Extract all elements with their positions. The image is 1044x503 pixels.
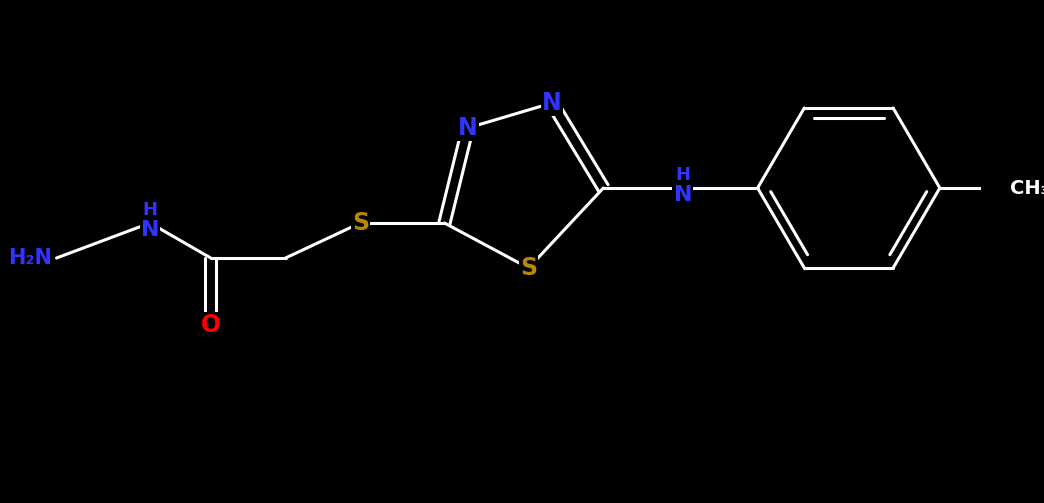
Text: O: O [200,313,221,337]
Text: H₂N: H₂N [8,248,52,268]
Text: N: N [141,220,160,240]
Text: S: S [520,256,537,280]
Text: CH₃: CH₃ [1010,179,1044,198]
Text: H: H [143,201,158,219]
Text: N: N [458,116,478,140]
Text: S: S [352,211,369,235]
Text: N: N [673,185,692,205]
Text: H: H [675,166,690,184]
Text: N: N [542,91,562,115]
